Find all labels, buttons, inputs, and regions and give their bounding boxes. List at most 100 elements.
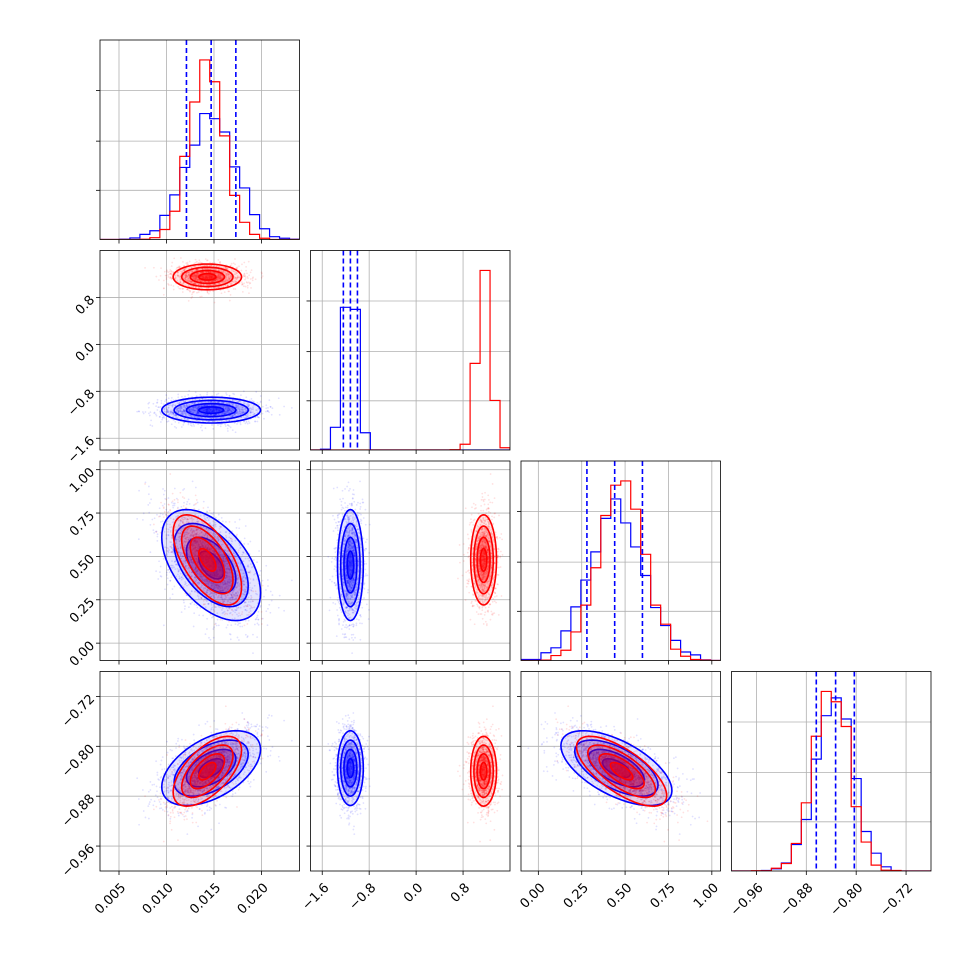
scatter-point [169,597,172,600]
scatter-point [149,411,152,414]
scatter-point [206,393,209,396]
scatter-point [261,275,264,278]
scatter-point [267,406,269,409]
scatter-point [254,278,257,281]
scatter-point [205,404,208,407]
scatter-point [192,409,195,412]
scatter-point [188,502,191,505]
scatter-point [221,405,224,408]
scatter-point [191,275,193,278]
scatter-point [205,408,208,411]
scatter-point [155,414,158,417]
scatter-point [215,408,217,410]
scatter-point [249,540,252,543]
scatter-point [179,406,181,409]
scatter-point [190,415,193,418]
scatter-point [196,274,199,277]
scatter-point [231,402,234,405]
scatter-point [169,409,172,412]
scatter-point [208,407,211,410]
scatter-point [156,401,159,404]
scatter-point [232,270,235,273]
scatter-point [225,419,227,422]
scatter-point [197,405,200,408]
scatter-point [168,412,171,415]
scatter-point [263,417,265,420]
scatter-point [197,406,199,409]
scatter-point [195,274,198,277]
scatter-point [153,517,156,520]
scatter-point [207,409,210,411]
scatter-point [177,271,179,274]
scatter-point [166,411,169,414]
scatter-point [234,280,237,283]
scatter-point [257,407,260,410]
scatter-point [183,410,185,413]
scatter-point [188,408,190,410]
scatter-point [252,407,254,410]
scatter-point [249,271,252,274]
scatter-point [194,406,196,409]
scatter-point [142,512,145,515]
scatter-point [164,411,167,413]
scatter-point [182,287,184,290]
scatter-point [246,403,249,406]
scatter-point [250,397,253,400]
scatter-point [208,277,211,280]
scatter-point [208,276,211,279]
scatter-point [213,404,216,406]
scatter-point [171,412,174,415]
scatter-point [211,409,214,412]
scatter-point [188,389,191,392]
scatter-point [198,287,200,289]
scatter-point [240,411,243,414]
scatter-point [211,513,214,516]
scatter-point [230,419,233,422]
scatter-point [205,410,208,413]
scatter-point [169,412,172,415]
scatter-point [138,410,140,413]
scatter-point [217,624,220,627]
scatter-point [232,408,234,411]
scatter-point [225,280,228,282]
scatter-point [193,265,196,268]
scatter-point [211,410,214,413]
scatter-point [209,408,212,411]
scatter-point [226,406,229,408]
scatter-point [171,261,174,264]
scatter-point [165,410,168,413]
scatter-point [225,267,228,270]
scatter-point [239,400,242,403]
scatter-point [247,403,250,406]
scatter-point [223,410,226,413]
scatter-point [180,407,183,410]
scatter-point [236,409,239,411]
scatter-point [206,409,209,411]
scatter-point [196,410,199,413]
scatter-point [210,404,213,406]
scatter-point [219,408,222,411]
scatter-point [174,278,177,280]
scatter-point [212,408,215,411]
scatter-point [171,588,174,590]
scatter-point [219,425,222,428]
scatter-point [234,623,237,626]
scatter-point [194,261,197,264]
panel-2-0 [100,461,300,661]
scatter-point [203,413,206,416]
scatter-point [245,416,248,419]
scatter-point [232,414,235,417]
scatter-point [191,601,194,604]
scatter-point [152,529,155,532]
scatter-point [213,409,216,412]
scatter-point [195,412,198,415]
scatter-point [244,407,247,410]
scatter-point [245,409,247,412]
scatter-point [188,408,191,411]
scatter-point [256,409,258,412]
scatter-point [251,277,254,280]
scatter-point [206,407,209,410]
scatter-point [147,402,150,405]
scatter-point [263,595,265,598]
scatter-point [250,411,253,414]
